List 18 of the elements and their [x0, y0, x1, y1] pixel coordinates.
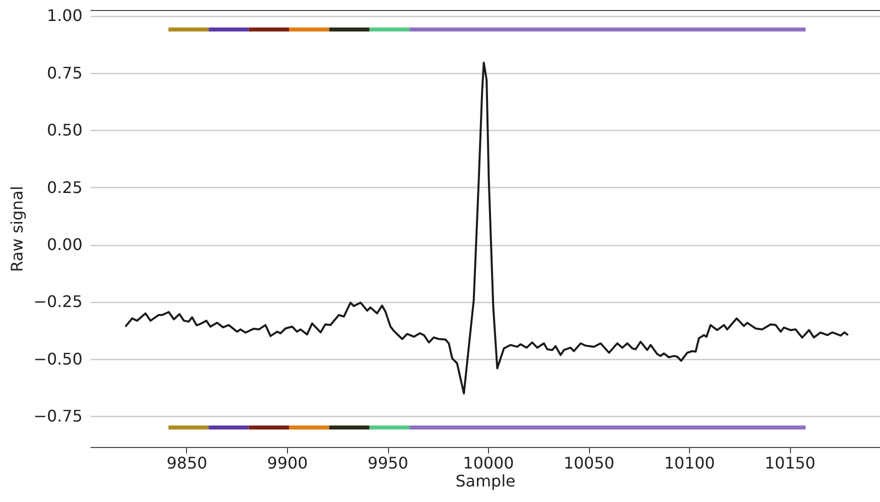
x-tick-label: 10050 — [564, 454, 614, 472]
y-tick-label: 0.00 — [46, 235, 82, 254]
x-tick-label: 9850 — [166, 454, 208, 472]
x-tick-label: 9950 — [368, 454, 408, 472]
y-tick-label: −0.50 — [33, 349, 82, 368]
x-tick-label: 10100 — [664, 454, 715, 472]
y-tick-label: −0.25 — [33, 292, 82, 312]
y-tick-label: −0.75 — [33, 406, 82, 426]
x-tick-label: 10150 — [764, 454, 816, 472]
x-tick-label: 10000 — [463, 454, 514, 472]
y-tick-label: 0.50 — [46, 120, 82, 140]
y-tick-label: 0.75 — [46, 63, 82, 82]
y-tick-label: 1.00 — [46, 6, 82, 26]
x-tick-label: 9900 — [267, 454, 308, 472]
x-axis-title: Sample — [456, 472, 516, 490]
y-axis-title: Raw signal — [7, 186, 26, 272]
line-series — [124, 62, 850, 394]
y-tick-label: 0.25 — [46, 178, 82, 197]
